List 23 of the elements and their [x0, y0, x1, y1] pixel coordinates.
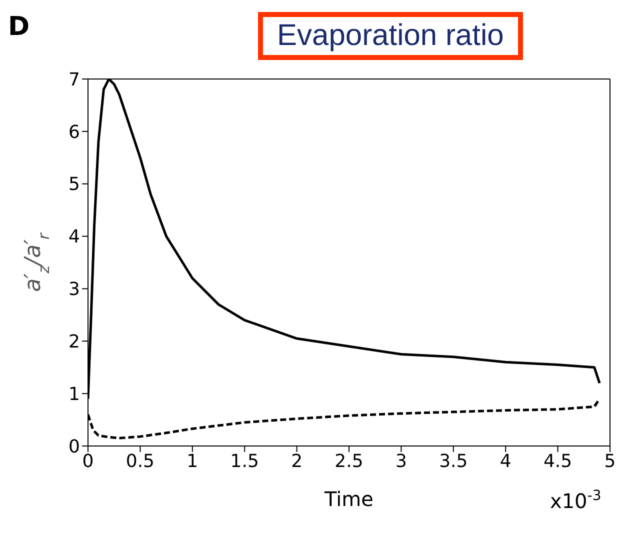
text: D: [8, 12, 30, 42]
x-tick-label: 2.5: [334, 450, 364, 472]
x-tick-label: 1: [186, 450, 198, 472]
y-tick-label: 2: [68, 332, 80, 353]
x-tick-label: 1.5: [230, 450, 259, 472]
y-tick-label: 1: [68, 384, 80, 405]
x-tick-label: 0: [82, 450, 94, 472]
x-axis-title: Time: [324, 487, 374, 511]
y-tick-label: 6: [68, 122, 80, 143]
y-tick-label: 7: [68, 69, 80, 90]
x-tick-label: 3: [395, 450, 407, 472]
x-tick-label: 4.5: [543, 450, 572, 472]
x-tick-label: 5: [604, 450, 616, 472]
x-tick-label: 2: [291, 450, 303, 472]
y-tick-label: 0: [68, 436, 80, 458]
y-tick-label: 4: [68, 226, 80, 248]
chart-title: Evaporation ratio: [258, 12, 523, 60]
axis-multiplier: x10$^{-3}$: [548, 476, 623, 516]
x-tick-label: 4: [500, 450, 512, 472]
x-tick-label: 3.5: [439, 450, 468, 472]
y-tick-label: 3: [68, 279, 80, 300]
x-tick-label: 0.5: [126, 450, 155, 472]
y-tick-label: 5: [68, 174, 80, 196]
